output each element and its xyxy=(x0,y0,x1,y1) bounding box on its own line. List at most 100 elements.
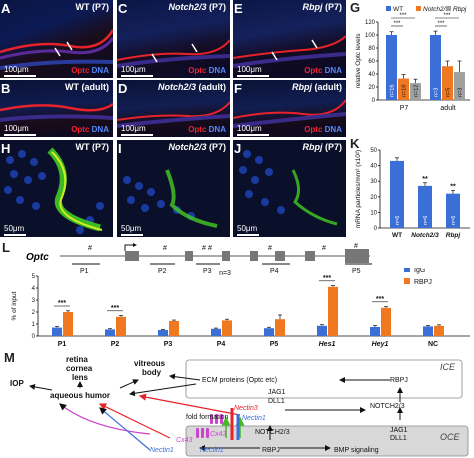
bar xyxy=(454,72,465,100)
bar xyxy=(442,66,453,100)
bar xyxy=(222,320,232,336)
bar xyxy=(410,83,421,100)
legend-swatch xyxy=(446,6,451,11)
panel-b-scale: 100μm xyxy=(4,124,29,133)
label-retina: retina xyxy=(66,355,88,364)
panel-k-letter: K xyxy=(350,136,360,151)
n-label: n=16 xyxy=(390,85,396,97)
pathway-diagram: IOP retina cornea lens vitreous body aqu… xyxy=(10,355,469,457)
arrow-purple xyxy=(59,403,151,435)
sig-label: ** xyxy=(422,176,428,183)
oce-box xyxy=(185,425,469,457)
label-aqueous: aqueous humor xyxy=(50,391,110,400)
panel-h-title: WT (P7) xyxy=(75,142,110,152)
panel-e-image: Rbpj (P7) 100μm Optc DNA xyxy=(233,0,346,78)
label-body: body xyxy=(142,368,162,377)
primer-label: P1 xyxy=(80,268,89,275)
ice-box xyxy=(185,359,463,399)
label-dll1: DLL1 xyxy=(268,398,285,405)
arrow-red1 xyxy=(138,393,241,416)
hash-mark: # xyxy=(268,245,272,252)
arrow-blue xyxy=(99,407,151,451)
panel-b-stain: Optc DNA xyxy=(71,125,109,134)
y-tick-label: 10 xyxy=(370,210,377,216)
arrow-ecm-aqueous xyxy=(129,383,197,397)
bar xyxy=(105,329,115,336)
panel-f-tissue xyxy=(233,99,346,128)
label-fold: fold formation xyxy=(186,414,229,421)
panel-c-scale: 100μm xyxy=(121,65,146,74)
y-tick-label: 60 xyxy=(368,59,375,65)
sig-label: *** xyxy=(111,305,119,312)
hash-mark: # xyxy=(208,245,212,252)
panel-j-scalebar xyxy=(237,234,259,236)
bar xyxy=(328,286,338,336)
y-tick-label: 5 xyxy=(32,274,36,280)
label-rbpj-bot: RBPJ xyxy=(262,447,280,454)
bar xyxy=(275,319,285,336)
label-jag1: JAG1 xyxy=(268,389,286,396)
y-tick-label: 0 xyxy=(374,226,378,232)
label-lens: lens xyxy=(72,373,89,382)
label-cornea: cornea xyxy=(66,364,93,373)
panel-f-title: Rbpj (adult) xyxy=(292,82,342,92)
bar xyxy=(386,35,397,100)
label-dll1-b: DLL1 xyxy=(390,435,407,442)
arrow-ecm-vitreous xyxy=(169,373,201,381)
panel-j-image: Rbpj (P7) 50μm xyxy=(233,140,346,237)
label-cx43-2: Cx43 xyxy=(210,431,226,438)
sig-label: *** xyxy=(443,13,451,19)
panel-h-tissue xyxy=(4,147,104,234)
panel-b-image: WT (adult) 100μm Optc DNA xyxy=(0,80,113,137)
y-tick-label: 50 xyxy=(370,148,377,154)
sig-label: *** xyxy=(437,21,445,27)
y-tick-label: 0 xyxy=(32,334,36,340)
label-nectin3: Nectin3 xyxy=(234,405,258,412)
chart-title: n=3 xyxy=(219,270,231,277)
sig-label: *** xyxy=(376,296,384,303)
panel-m-letter: M xyxy=(4,350,15,365)
bar xyxy=(390,160,404,228)
y-tick-label: 4 xyxy=(32,286,36,292)
panel-i-tissue xyxy=(123,169,218,228)
gene-name: Optc xyxy=(26,252,49,263)
bar xyxy=(446,193,460,228)
panel-a-stain: Optc DNA xyxy=(71,66,109,75)
x-tick-label: P5 xyxy=(270,341,279,348)
panel-i-title: Notch2/3 (P7) xyxy=(168,142,226,152)
x-tick-label: Hey1 xyxy=(372,341,389,348)
arrow-red2 xyxy=(98,403,171,439)
primer-label: P4 xyxy=(270,268,279,275)
panel-e-title: Rbpj (P7) xyxy=(302,2,342,12)
cx43-shape xyxy=(196,428,209,438)
panel-e-scalebar xyxy=(237,75,269,77)
hash-mark: # xyxy=(322,245,326,252)
panel-i-scalebar xyxy=(121,234,143,236)
x-tick-label: Notch2/3 xyxy=(411,232,439,239)
legend-label: RBPJ xyxy=(414,279,432,286)
bar xyxy=(116,316,126,336)
panel-d-title: Notch2/3 (adult) xyxy=(157,82,226,92)
x-tick-label: adult xyxy=(440,105,455,112)
panel-e-stain: Optc DNA xyxy=(304,66,342,75)
panel-j-title: Rbpj (P7) xyxy=(302,142,342,152)
x-tick-label: P4 xyxy=(217,341,226,348)
legend-label: IgG xyxy=(414,268,425,274)
y-axis-label: mRNA particles/mm² (x10²) xyxy=(355,150,362,228)
tss-arrowhead xyxy=(133,243,137,247)
label-cx43: Cx43 xyxy=(176,437,192,444)
bar xyxy=(63,312,73,336)
label-bmp: BMP signaling xyxy=(334,447,379,454)
label-ecm: ECM proteins (Optc etc) xyxy=(202,377,277,384)
panel-h-scale: 50μm xyxy=(4,224,25,233)
panel-j-letter: J xyxy=(234,141,242,156)
label-oce: OCE xyxy=(440,432,461,442)
bar xyxy=(370,327,380,336)
label-notch23: NOTCH2/3 xyxy=(370,403,405,410)
panel-b-letter: B xyxy=(1,81,11,96)
n-label: n=3 xyxy=(458,88,464,97)
x-tick-label: WT xyxy=(392,232,402,239)
bar xyxy=(434,325,444,336)
bar xyxy=(418,185,432,228)
chart-g: 0 20 40 60 80 100 120 relative Optc levels WT Not… xyxy=(355,6,470,112)
